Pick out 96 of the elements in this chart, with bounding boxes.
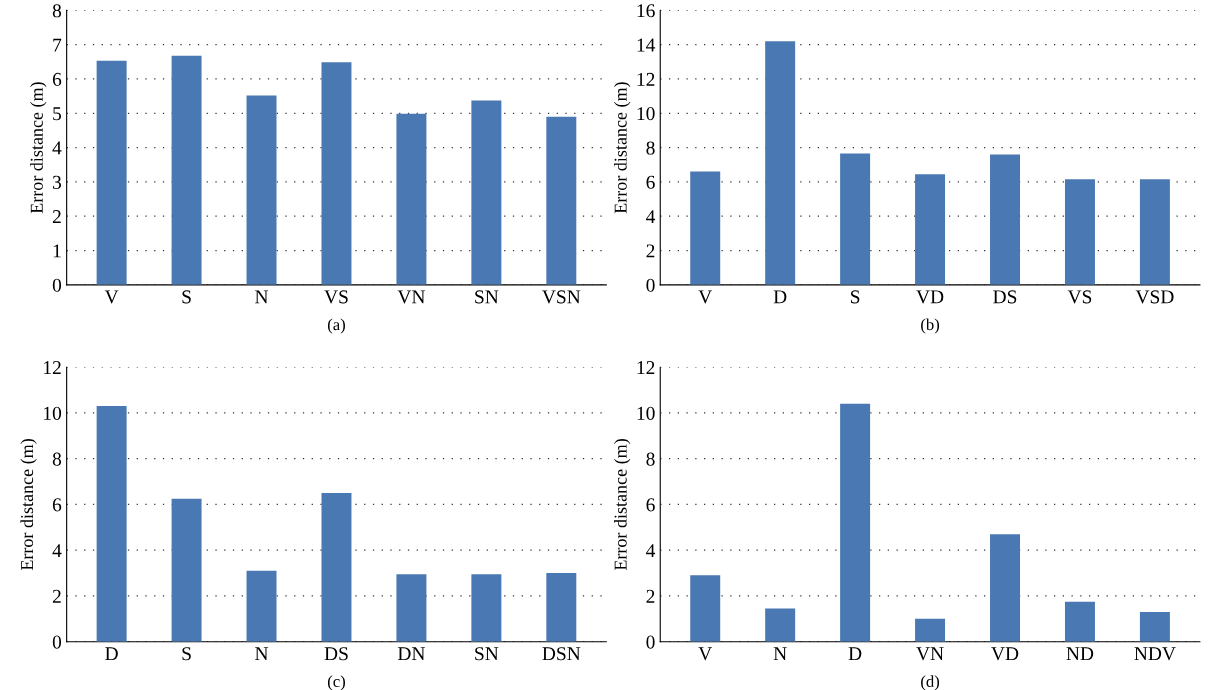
x-tick-label: N: [255, 290, 269, 304]
bar: [396, 574, 427, 642]
bar: [1064, 179, 1095, 285]
x-axis-title: (b): [921, 318, 940, 334]
x-tick-label: NDV: [1134, 647, 1176, 661]
y-tick-label: 0: [646, 278, 655, 292]
bar: [171, 498, 202, 642]
x-tick-label: V: [698, 290, 713, 304]
bar: [246, 570, 277, 642]
y-tick-label: 8: [52, 4, 62, 18]
x-tick-label: S: [182, 647, 191, 661]
y-tick-label: 2: [52, 210, 61, 223]
x-axis-title: (d): [921, 675, 940, 690]
x-tick-label: DSN: [542, 647, 581, 661]
bar: [171, 55, 202, 285]
x-tick-label: VN: [397, 290, 426, 304]
bar: [96, 406, 127, 642]
y-tick-label: 8: [52, 452, 62, 466]
x-tick-label: VD: [916, 290, 944, 304]
y-tick-label: 7: [53, 38, 62, 52]
y-tick-label: 4: [52, 544, 62, 557]
y-tick-label: 16: [637, 4, 655, 18]
x-tick-label: VD: [991, 647, 1019, 661]
bar: [1139, 611, 1170, 642]
y-axis-title: Error distance (m): [30, 82, 47, 214]
bar: [765, 608, 796, 642]
bar: [96, 60, 127, 285]
y-tick-label: 0: [646, 635, 655, 649]
y-tick-label: 12: [637, 361, 655, 374]
x-tick-label: VS: [1067, 290, 1092, 304]
x-tick-label: D: [105, 647, 118, 661]
y-tick-label: 12: [637, 72, 655, 86]
y-tick-label: 3: [53, 175, 62, 189]
x-tick-label: DS: [324, 647, 348, 661]
y-tick-label: 6: [646, 498, 655, 512]
x-tick-label: N: [773, 647, 787, 661]
y-tick-label: 8: [646, 141, 655, 155]
y-tick-label: 2: [646, 589, 655, 603]
y-tick-label: 6: [52, 498, 62, 512]
bar: [321, 62, 352, 285]
y-tick-label: 6: [646, 175, 655, 189]
y-tick-label: 8: [646, 452, 655, 466]
bar: [690, 575, 721, 642]
x-tick-label: N: [255, 647, 269, 661]
y-tick-label: 4: [646, 544, 656, 557]
bar: [840, 153, 871, 285]
x-tick-label: S: [851, 290, 860, 304]
y-tick-label: 5: [53, 107, 62, 121]
x-tick-label: VN: [916, 647, 944, 661]
bar: [915, 618, 946, 642]
bar: [840, 403, 871, 642]
bar: [990, 154, 1020, 285]
y-tick-label: 4: [52, 141, 62, 155]
x-tick-label: V: [104, 290, 119, 304]
x-tick-label: ND: [1066, 647, 1094, 661]
bar: [471, 574, 502, 642]
y-tick-label: 0: [52, 278, 62, 292]
x-tick-label: S: [182, 290, 191, 304]
y-axis-title: Error distance (m): [614, 439, 631, 571]
x-axis-title: (c): [327, 675, 345, 690]
y-tick-label: 2: [646, 244, 655, 258]
x-tick-label: DN: [397, 647, 426, 661]
x-axis-title: (a): [327, 318, 345, 334]
y-axis-title: Error distance (m): [614, 82, 631, 214]
x-tick-label: D: [848, 647, 862, 661]
x-tick-label: DS: [993, 290, 1017, 304]
bar: [1064, 601, 1095, 642]
x-tick-label: SN: [475, 647, 499, 661]
y-tick-label: 4: [646, 210, 656, 223]
y-tick-label: 0: [52, 635, 62, 649]
y-tick-label: 1: [53, 244, 61, 258]
y-tick-label: 12: [44, 361, 61, 374]
bar: [765, 41, 796, 285]
bar: [546, 573, 577, 642]
y-tick-label: 10: [637, 107, 655, 121]
bar: [546, 116, 577, 285]
x-tick-label: VSN: [542, 290, 581, 304]
y-tick-label: 14: [637, 38, 656, 52]
y-tick-label: 6: [52, 72, 62, 86]
bar: [321, 493, 352, 642]
y-tick-label: 10: [637, 406, 655, 420]
x-tick-label: SN: [475, 290, 499, 304]
bar: [246, 95, 277, 285]
y-axis-title: Error distance (m): [20, 439, 37, 571]
y-tick-label: 2: [52, 589, 61, 603]
bar: [1139, 179, 1170, 285]
x-tick-label: VSD: [1135, 290, 1174, 304]
y-tick-label: 10: [44, 406, 62, 420]
x-tick-label: VS: [324, 290, 348, 304]
x-tick-label: D: [773, 290, 787, 304]
bar: [915, 174, 946, 285]
x-tick-label: V: [698, 647, 713, 661]
bar: [990, 534, 1020, 642]
bar: [396, 113, 427, 285]
bar: [471, 100, 502, 285]
bar: [690, 171, 721, 285]
